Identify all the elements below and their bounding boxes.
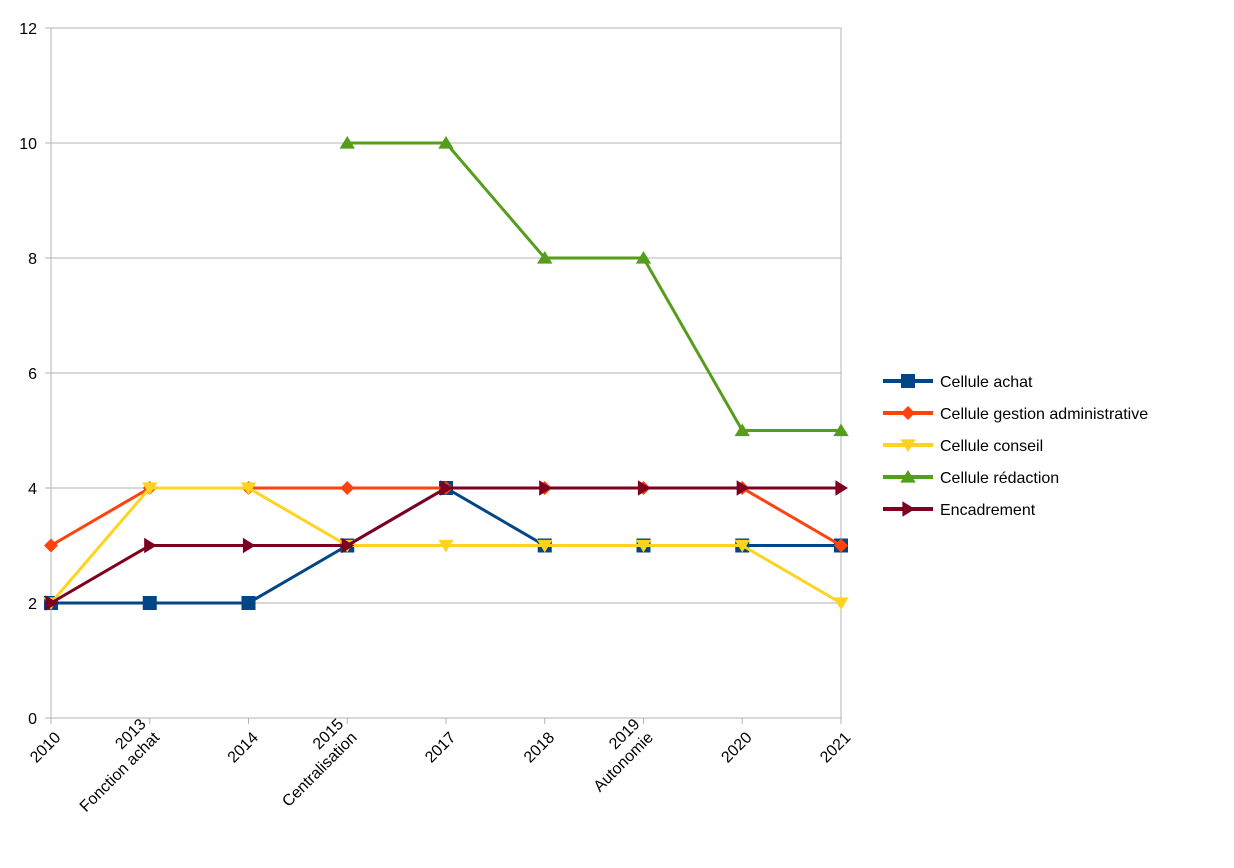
data-point: [902, 501, 915, 517]
series-line: [347, 141, 841, 432]
data-point: [637, 480, 651, 496]
series-line: [50, 486, 842, 547]
x-tick-label-line: 2018: [521, 729, 558, 766]
x-tick-label-line: 2014: [225, 729, 262, 766]
data-point: [339, 136, 355, 149]
legend-label: Cellule rédaction: [940, 470, 1059, 487]
data-point: [438, 539, 454, 553]
x-tick-label: 2021: [817, 729, 854, 766]
data-point: [901, 406, 915, 420]
legend-item: Cellule rédaction: [883, 470, 1059, 487]
y-tick-label: 12: [19, 21, 37, 38]
data-point: [635, 539, 652, 553]
data-point: [537, 251, 553, 264]
data-point: [340, 481, 355, 495]
data-point: [734, 539, 750, 553]
series-group: [43, 136, 849, 611]
data-point: [241, 596, 256, 610]
x-tick-label: 2018: [521, 729, 558, 766]
x-tick-label: 2010: [27, 729, 64, 766]
data-point: [900, 439, 916, 452]
y-tick-label: 8: [28, 251, 37, 268]
x-tick-label: 2020: [718, 729, 755, 766]
legend-label: Cellule conseil: [940, 438, 1043, 455]
data-point: [438, 136, 454, 149]
x-tick-label: 2019Autonomie: [577, 716, 657, 796]
data-point: [142, 596, 157, 610]
data-point: [833, 423, 849, 437]
data-point: [834, 538, 848, 553]
data-point: [537, 539, 553, 553]
data-point: [45, 595, 58, 611]
legend-label: Cellule gestion administrative: [940, 406, 1148, 423]
y-tick-label: 0: [28, 711, 37, 728]
data-point: [242, 537, 256, 554]
data-point: [833, 597, 849, 610]
data-point: [900, 470, 916, 483]
x-tick-label-line: 2017: [422, 729, 459, 766]
data-point: [539, 480, 552, 496]
x-tick-label: 2013Fonction achat: [63, 715, 163, 815]
data-point: [144, 537, 157, 554]
data-point: [734, 423, 750, 437]
y-axis: 0 2 4 6 8 10 12: [19, 21, 51, 728]
x-tick-label-line: 2020: [718, 729, 755, 766]
legend-item: Cellule conseil: [883, 438, 1043, 455]
gridlines: [51, 27, 841, 719]
y-tick-label: 6: [28, 366, 37, 383]
data-point: [240, 482, 257, 495]
x-tick-label: 2014: [225, 729, 262, 766]
series-3: [339, 136, 849, 437]
legend-item: Encadrement: [883, 501, 1036, 519]
x-tick-label: 2017: [422, 729, 459, 766]
legend-item: Cellule gestion administrative: [883, 406, 1148, 423]
data-point: [635, 251, 652, 264]
legend-item: Cellule achat: [883, 374, 1033, 391]
x-tick-label-line: 2010: [27, 729, 64, 766]
data-point: [440, 480, 453, 496]
x-tick-label-line: 2021: [817, 729, 854, 766]
legend: Cellule achat Cellule gestion administrat…: [883, 374, 1148, 519]
x-axis: 2010 2013Fonction achat 2014 2015Centralisa…: [27, 715, 854, 816]
y-tick-label: 2: [28, 596, 37, 613]
data-point: [901, 374, 915, 388]
data-point: [44, 538, 58, 553]
y-tick-label: 10: [19, 136, 37, 153]
data-point: [341, 537, 355, 554]
data-point: [835, 480, 848, 496]
series-4: [45, 480, 848, 611]
data-point: [142, 482, 158, 495]
data-point: [736, 480, 750, 496]
legend-label: Encadrement: [940, 502, 1036, 519]
legend-label: Cellule achat: [940, 374, 1033, 391]
y-tick-label: 4: [28, 481, 37, 498]
x-tick-label: 2015Centralisation: [266, 716, 361, 811]
